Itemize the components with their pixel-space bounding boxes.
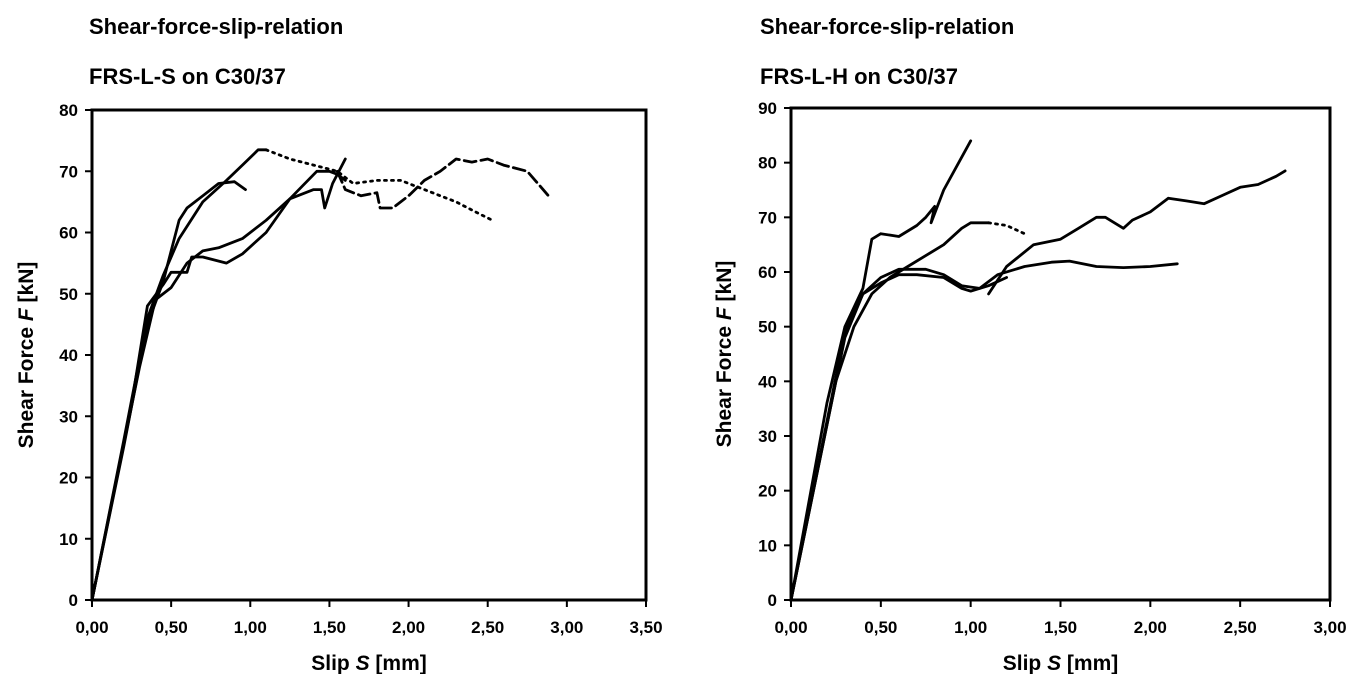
series-line	[789, 139, 973, 602]
y-axis-label: Shear Force F [kN]	[15, 262, 38, 449]
x-tick-label: 1,50	[1044, 618, 1077, 637]
x-tick-label: 2,00	[1134, 618, 1167, 637]
x-tick-label: 2,00	[392, 618, 425, 637]
x-tick-label: 1,00	[234, 618, 267, 637]
x-tick-label: 1,50	[313, 618, 346, 637]
y-tick-label: 30	[758, 427, 777, 446]
y-axis-label: Shear Force F [kN]	[713, 261, 736, 448]
x-tick-label: 3,50	[629, 618, 662, 637]
x-tick-label: 0,00	[75, 618, 108, 637]
y-tick-label: 20	[758, 482, 777, 501]
plot-frame	[789, 106, 1332, 602]
x-tick-label: 0,50	[155, 618, 188, 637]
y-tick-label: 0	[768, 591, 777, 610]
y-tick-label: 0	[69, 591, 78, 610]
x-tick-label: 1,00	[954, 618, 987, 637]
y-tick-label: 60	[59, 224, 78, 243]
chart-title: Shear-force-slip-relation	[760, 14, 1015, 39]
x-tick-label: 3,00	[550, 618, 583, 637]
y-tick-label: 40	[758, 372, 777, 391]
y-tick-label: 20	[59, 469, 78, 488]
series-line	[90, 169, 347, 602]
x-tick-label: 3,00	[1313, 618, 1346, 637]
x-axis-label: Slip S [mm]	[1003, 652, 1119, 674]
y-tick-label: 80	[758, 154, 777, 173]
chart-subtitle: FRS-L-H on C30/37	[760, 64, 959, 89]
chart-panel-right: Shear-force-slip-relation FRS-L-H on C30…	[676, 0, 1351, 674]
y-tick-label: 70	[758, 208, 777, 227]
y-tick-label: 80	[59, 101, 78, 120]
x-tick-label: 2,50	[1224, 618, 1257, 637]
y-tick-label: 10	[758, 536, 777, 555]
x-axis-label: Slip S [mm]	[311, 652, 427, 674]
y-tick-label: 60	[758, 263, 777, 282]
series-line	[335, 157, 553, 210]
chart-title: Shear-force-slip-relation	[89, 14, 344, 39]
series-line	[90, 180, 247, 602]
y-tick-label: 10	[59, 530, 78, 549]
y-tick-label: 40	[59, 346, 78, 365]
series-line	[987, 169, 1287, 296]
series-line	[264, 148, 494, 222]
series-line	[789, 273, 1008, 602]
series-line	[90, 157, 347, 602]
series-line	[789, 221, 990, 602]
y-tick-label: 30	[59, 407, 78, 426]
chart-plot-right: 0 10 20 30 40 50 60 70 80 90 0,00 0,50 1,00 1,50 2,00 2…	[713, 99, 1347, 674]
plot-frame	[90, 108, 648, 602]
x-tick-label: 0,50	[864, 618, 897, 637]
chart-plot-left: 0 10 20 30 40 50 60 70 80 0,00 0,50 1,00 1,50 2,00 2,5…	[15, 101, 663, 674]
y-tick-label: 70	[59, 162, 78, 181]
y-tick-label: 50	[59, 285, 78, 304]
series-line	[987, 221, 1026, 236]
y-tick-label: 90	[758, 99, 777, 118]
x-tick-label: 2,50	[471, 618, 504, 637]
chart-panel-left: Shear-force-slip-relation FRS-L-S on C30…	[0, 0, 675, 674]
series-line	[90, 148, 268, 602]
y-tick-label: 50	[758, 318, 777, 337]
chart-subtitle: FRS-L-S on C30/37	[89, 64, 286, 89]
series-line	[789, 259, 1179, 602]
x-tick-label: 0,00	[774, 618, 807, 637]
